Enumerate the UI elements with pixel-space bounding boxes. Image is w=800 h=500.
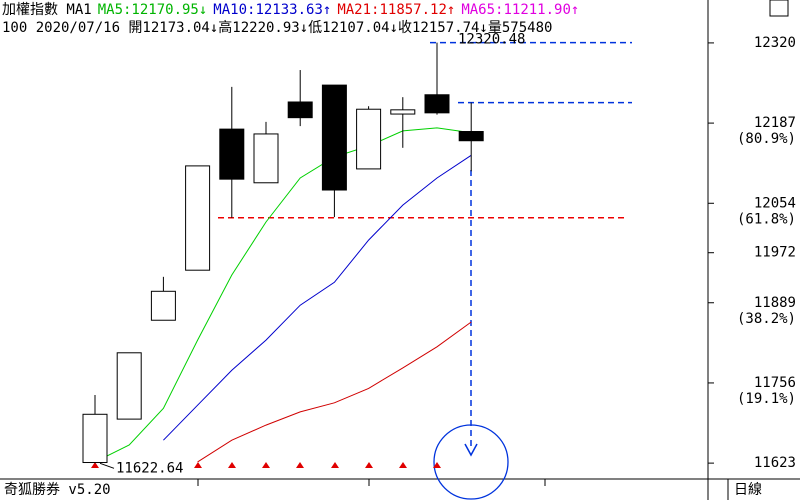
y-tick-label: 11756 xyxy=(754,375,796,391)
y-tick-label: 11623 xyxy=(754,455,796,471)
annotation-leader xyxy=(99,462,115,469)
y-tick-label: 11972 xyxy=(754,245,796,261)
candle-body xyxy=(185,165,211,271)
app-version: 奇狐勝券 v5.20 xyxy=(4,481,111,498)
header-line: 100 2020/07/16 開12173.04↓高12220.93↓低1210… xyxy=(2,19,552,36)
price-annotation: 12320.48 xyxy=(458,32,525,48)
signal-markers xyxy=(91,462,441,468)
ma-line xyxy=(94,127,472,463)
fib-label: (19.1%) xyxy=(737,391,796,407)
candle-body xyxy=(82,413,108,464)
header-line: 加權指數 MA1 MA5:12170.95↓ MA10:12133.63↑ MA21:… xyxy=(2,2,579,18)
candle-body xyxy=(150,290,176,321)
candle-body xyxy=(219,128,245,180)
y-tick-label: 12054 xyxy=(754,195,796,211)
candle-body xyxy=(253,133,279,184)
header-item: MA10:12133.63↑ xyxy=(213,2,331,18)
y-tick-label: 11889 xyxy=(754,295,796,311)
candle-body xyxy=(287,101,313,119)
fib-label: (61.8%) xyxy=(737,211,796,227)
y-tick-label: 12320 xyxy=(754,35,796,51)
ma-line xyxy=(197,321,472,463)
signal-marker xyxy=(91,462,441,468)
candle-body xyxy=(390,109,416,115)
menu-button[interactable] xyxy=(769,0,789,17)
header-item: MA5:12170.95↓ xyxy=(98,2,208,18)
candle-body xyxy=(458,131,484,142)
candle-body xyxy=(116,352,142,420)
candle-body xyxy=(424,94,450,114)
fib-label: (38.2%) xyxy=(737,311,796,327)
arrow-head xyxy=(464,443,478,457)
ma-line xyxy=(163,154,472,441)
header-item: MA21:11857.12↑ xyxy=(337,2,455,18)
price-annotation: 11622.64 xyxy=(116,460,183,476)
fib-label: (80.9%) xyxy=(737,131,796,147)
y-tick-label: 12187 xyxy=(754,115,796,131)
period-label: 日線 xyxy=(734,482,762,498)
candle-body xyxy=(321,84,347,191)
header-item: MA65:11211.90↑ xyxy=(461,2,579,18)
header-item: 100 2020/07/16 開12173.04↓高12220.93↓低1210… xyxy=(2,19,552,36)
header-item: 加權指數 MA1 xyxy=(2,2,92,18)
candle-body xyxy=(356,108,382,170)
